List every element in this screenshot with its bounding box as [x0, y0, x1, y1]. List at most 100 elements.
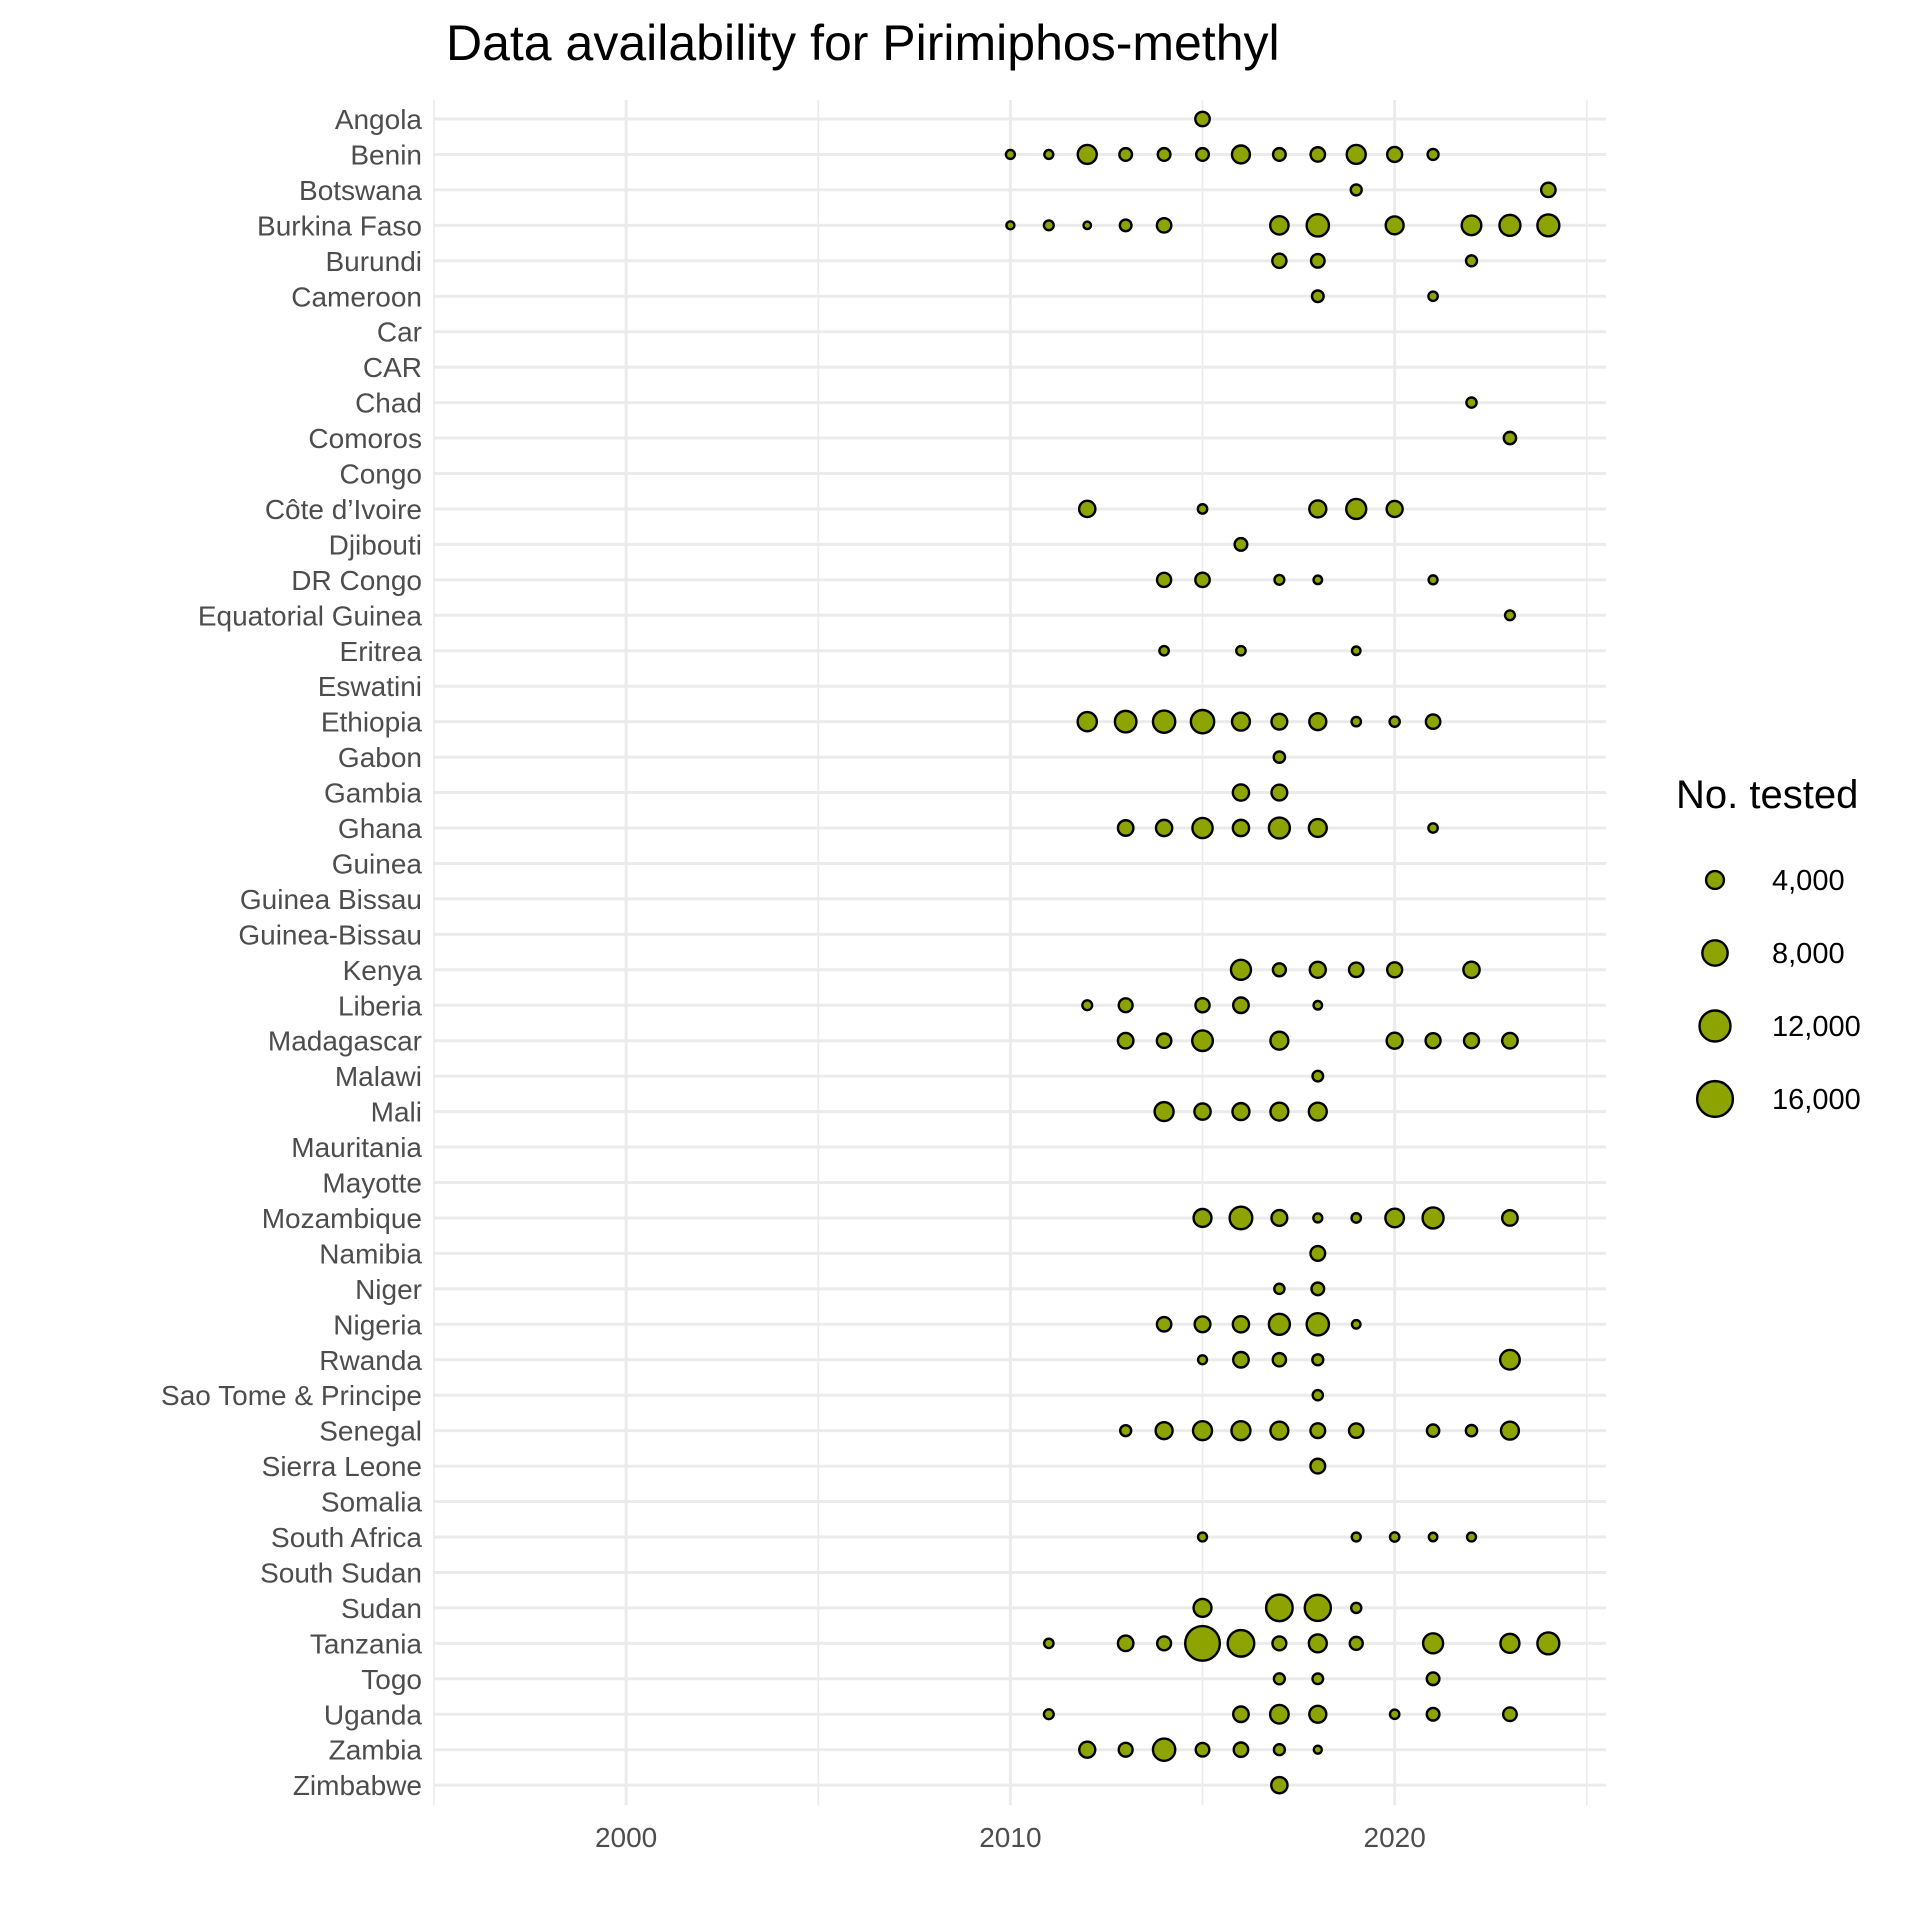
data-point	[1347, 1422, 1365, 1440]
data-point	[1078, 1740, 1097, 1759]
data-point	[1384, 1207, 1406, 1229]
data-point	[1226, 1628, 1256, 1658]
data-point	[1155, 216, 1173, 234]
data-point	[1267, 816, 1292, 840]
data-point	[1271, 252, 1288, 270]
data-point	[1269, 1420, 1290, 1441]
data-point	[1231, 1314, 1251, 1334]
data-point	[1189, 708, 1216, 735]
country-label: Zambia	[329, 1735, 423, 1766]
data-point	[1228, 1205, 1254, 1231]
data-point	[1271, 146, 1287, 162]
data-point	[1425, 1706, 1441, 1722]
data-point	[1305, 1311, 1331, 1337]
country-label: Nigeria	[333, 1309, 422, 1340]
data-point	[1349, 1601, 1363, 1615]
country-label: Mauritania	[291, 1132, 422, 1163]
country-label: Niger	[355, 1274, 422, 1305]
data-point	[1113, 709, 1138, 734]
data-point	[1425, 1671, 1441, 1687]
grid-lines	[433, 100, 1606, 1806]
country-label: Car	[377, 317, 422, 348]
data-point	[1191, 816, 1214, 840]
data-point	[1345, 497, 1368, 521]
country-label: Somalia	[321, 1487, 423, 1518]
data-point	[1424, 1032, 1442, 1050]
size-legend: No. tested 4,000 8,000 12,000 16,000	[1676, 773, 1861, 1119]
data-point	[1155, 1635, 1173, 1652]
data-point	[1309, 146, 1327, 163]
data-point	[1345, 143, 1367, 166]
country-label: CAR	[363, 352, 422, 383]
data-point	[1307, 817, 1328, 839]
data-point	[1500, 1209, 1519, 1227]
data-point	[1427, 574, 1439, 586]
data-point	[1269, 214, 1290, 236]
data-point	[1462, 1032, 1481, 1050]
data-point	[1311, 1353, 1325, 1367]
data-point	[1427, 1531, 1439, 1543]
data-point	[1155, 1315, 1173, 1333]
data-point	[1269, 1030, 1290, 1051]
country-label: Kenya	[343, 955, 423, 986]
data-point	[1498, 213, 1522, 238]
data-point	[1462, 960, 1481, 980]
data-point	[1536, 1631, 1561, 1656]
data-point	[1311, 1388, 1325, 1402]
data-points	[1004, 110, 1561, 1795]
data-point	[1385, 1031, 1404, 1050]
data-point	[1385, 961, 1404, 979]
country-label: Ghana	[338, 813, 422, 844]
data-point	[1196, 503, 1209, 515]
data-point	[1273, 1282, 1286, 1296]
country-label: Cameroon	[291, 281, 422, 312]
data-point	[1348, 1635, 1364, 1652]
data-point	[1264, 1593, 1294, 1623]
year-axis-labels: 2000 2010 2020	[595, 1822, 1426, 1853]
data-point	[1230, 1419, 1252, 1442]
data-point	[1193, 1315, 1212, 1334]
country-label: Guinea	[332, 848, 423, 879]
x-tick-label: 2000	[595, 1822, 657, 1853]
country-label: Ethiopia	[321, 707, 423, 738]
data-point	[1270, 1208, 1289, 1228]
data-point	[1499, 1420, 1521, 1441]
country-label: Gabon	[338, 742, 422, 773]
country-label: Zimbabwe	[293, 1770, 422, 1801]
data-point	[1194, 1741, 1211, 1758]
country-label: Eritrea	[340, 636, 423, 667]
data-point	[1303, 1593, 1333, 1623]
data-point	[1425, 1423, 1441, 1439]
data-point	[1191, 1419, 1214, 1442]
data-point	[1271, 1351, 1288, 1368]
legend-label: 8,000	[1772, 938, 1845, 970]
chart-title: Data availability for Pirimiphos-methyl	[446, 15, 1280, 71]
data-point	[1082, 220, 1093, 231]
country-label: Sierra Leone	[262, 1451, 422, 1482]
data-point	[1042, 1708, 1055, 1721]
data-point	[1501, 1706, 1518, 1723]
country-label: Guinea Bissau	[240, 884, 422, 915]
data-point	[1349, 183, 1363, 197]
data-point	[1305, 213, 1331, 238]
data-point	[1158, 644, 1170, 657]
country-label: Equatorial Guinea	[198, 600, 423, 631]
legend-label: 4,000	[1772, 865, 1845, 897]
data-point	[1232, 1350, 1250, 1369]
data-point	[1077, 499, 1097, 519]
data-point	[1270, 1775, 1289, 1795]
data-point	[1192, 1207, 1213, 1229]
data-point	[1388, 1531, 1401, 1543]
country-label: Senegal	[319, 1416, 422, 1447]
country-label: Eswatini	[318, 671, 422, 702]
legend-title: No. tested	[1676, 773, 1858, 817]
data-point	[1195, 146, 1211, 162]
data-point	[1388, 715, 1401, 728]
x-tick-label: 2020	[1364, 1822, 1426, 1853]
data-point	[1310, 289, 1325, 304]
data-point	[1193, 1102, 1212, 1121]
data-point	[1118, 218, 1133, 233]
data-point	[1268, 1703, 1290, 1725]
country-label: Chad	[355, 388, 422, 419]
